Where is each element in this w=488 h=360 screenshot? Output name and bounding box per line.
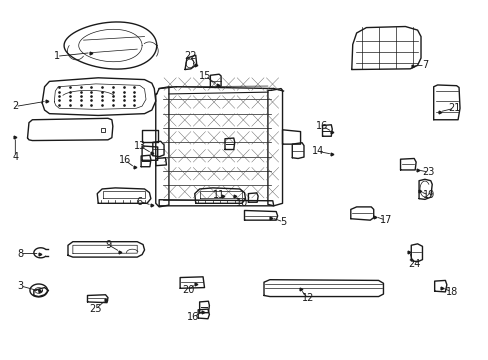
Text: 25: 25 xyxy=(89,304,102,314)
Text: 9: 9 xyxy=(105,239,111,249)
Text: 23: 23 xyxy=(422,167,434,177)
Text: 16: 16 xyxy=(187,312,199,322)
Text: 16: 16 xyxy=(119,155,131,165)
Text: 5: 5 xyxy=(280,217,286,227)
Text: 22: 22 xyxy=(184,51,197,61)
Text: 6: 6 xyxy=(136,197,142,207)
Text: 16: 16 xyxy=(316,121,328,131)
Text: 21: 21 xyxy=(447,103,459,113)
Text: 2: 2 xyxy=(12,102,19,112)
Text: 11: 11 xyxy=(213,190,225,200)
Text: 20: 20 xyxy=(182,285,194,295)
Text: 13: 13 xyxy=(133,141,145,151)
Text: 7: 7 xyxy=(421,60,427,70)
Text: 24: 24 xyxy=(407,259,420,269)
Text: 17: 17 xyxy=(379,215,391,225)
Text: 19: 19 xyxy=(422,190,434,200)
Text: 1: 1 xyxy=(54,51,60,61)
Text: 15: 15 xyxy=(199,71,211,81)
Text: 12: 12 xyxy=(301,293,313,303)
Text: 8: 8 xyxy=(17,248,23,258)
Text: 18: 18 xyxy=(445,287,457,297)
Text: 10: 10 xyxy=(235,198,248,208)
Text: 3: 3 xyxy=(17,281,23,291)
Text: 4: 4 xyxy=(12,152,19,162)
Text: 14: 14 xyxy=(311,146,323,156)
